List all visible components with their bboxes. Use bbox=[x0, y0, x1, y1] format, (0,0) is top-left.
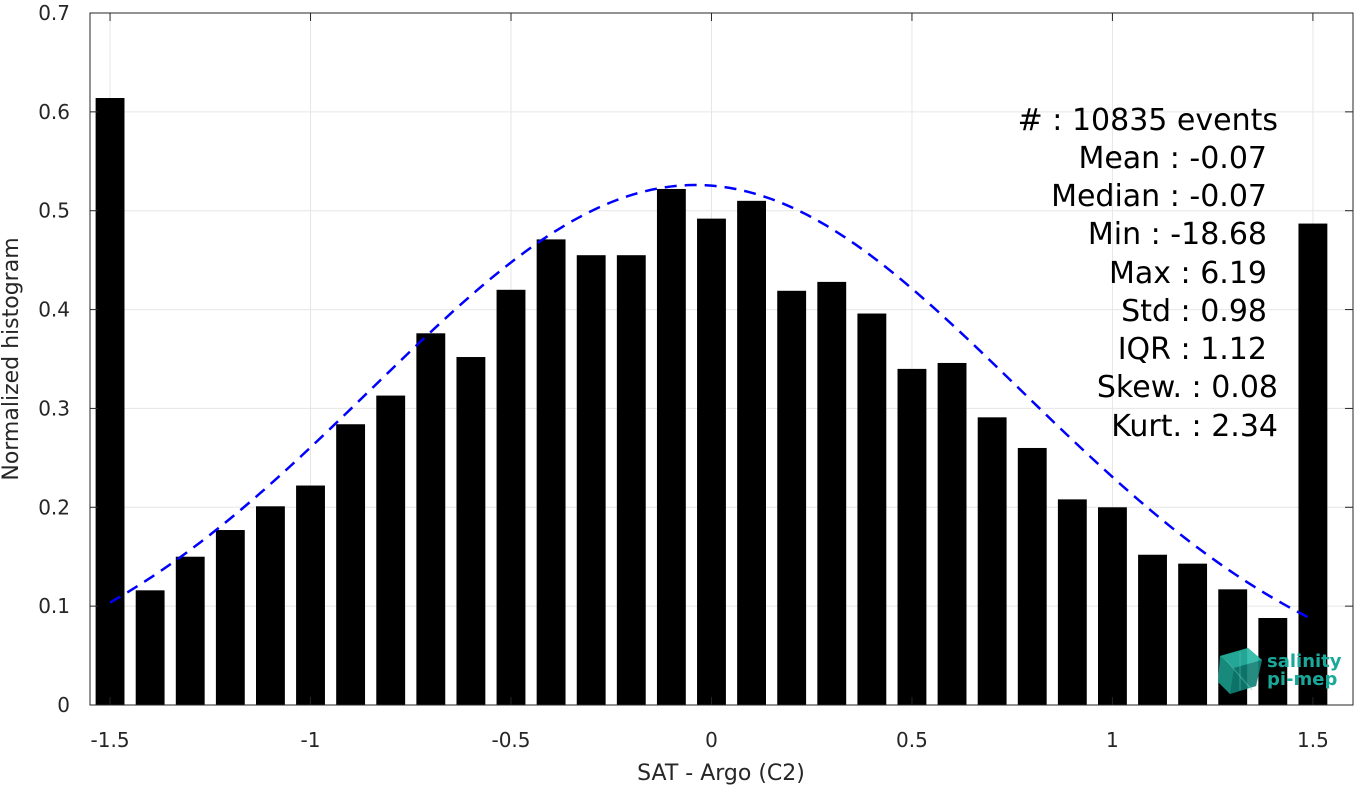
histogram-bar bbox=[1017, 447, 1047, 705]
histogram-bar bbox=[1138, 554, 1167, 705]
stat-min: Min : -18.68 bbox=[1088, 217, 1267, 252]
x-tick-label: 0 bbox=[705, 728, 718, 752]
y-axis-label: Normalized histogram bbox=[0, 237, 24, 480]
histogram-bar bbox=[857, 313, 887, 705]
y-tick-label: 0.6 bbox=[38, 100, 70, 124]
stat-skew: Skew. : 0.08 bbox=[1097, 370, 1278, 405]
y-tick-label: 0.1 bbox=[38, 594, 70, 618]
histogram-bar bbox=[95, 98, 125, 705]
stat-events: # : 10835 events bbox=[1018, 103, 1278, 138]
stat-median: Median : -0.07 bbox=[1051, 179, 1267, 214]
histogram-bar bbox=[255, 506, 285, 705]
histogram-bar bbox=[135, 590, 165, 705]
histogram-bar bbox=[536, 239, 566, 705]
logo-text-line2: pi-mep bbox=[1267, 669, 1337, 690]
histogram-bar bbox=[817, 281, 847, 705]
histogram-bars bbox=[95, 98, 1328, 706]
y-tick-label: 0.7 bbox=[38, 1, 70, 25]
stat-kurt: Kurt. : 2.34 bbox=[1111, 409, 1278, 444]
y-tick-label: 0.5 bbox=[38, 199, 70, 223]
plot-frame bbox=[89, 12, 1354, 706]
stat-std: Std : 0.98 bbox=[1121, 294, 1267, 329]
histogram-bar bbox=[1258, 618, 1288, 705]
histogram-bar bbox=[737, 200, 767, 706]
gaussian-fit-curve bbox=[109, 183, 1314, 621]
y-tick-label: 0.3 bbox=[38, 396, 70, 420]
histogram-bar bbox=[336, 424, 366, 705]
stat-iqr: IQR : 1.12 bbox=[1118, 332, 1267, 367]
x-axis-label: SAT - Argo (C2) bbox=[637, 761, 805, 786]
logo-text-line1: salinity bbox=[1267, 651, 1342, 672]
y-tick-label: 0.4 bbox=[38, 298, 70, 322]
x-tick-labels: -1.5 -1 -0.5 0 0.5 1 1.5 bbox=[91, 728, 1329, 752]
cube-logo-icon bbox=[1218, 648, 1262, 694]
axes-frame bbox=[89, 12, 1354, 706]
histogram-bar bbox=[777, 290, 807, 705]
histogram-bar bbox=[1298, 223, 1328, 705]
histogram-bar bbox=[376, 395, 406, 705]
histogram-bar bbox=[416, 333, 446, 705]
y-tick-labels: 0 0.1 0.2 0.3 0.4 0.5 0.6 0.7 bbox=[38, 1, 70, 717]
y-tick-label: 0 bbox=[57, 693, 70, 717]
x-tick-label: 1 bbox=[1106, 728, 1119, 752]
histogram-bar bbox=[937, 362, 967, 705]
salinity-pimep-logo: salinity pi-mep bbox=[1218, 648, 1342, 694]
x-tick-label: -1 bbox=[301, 728, 321, 752]
x-tick-label: 1.5 bbox=[1297, 728, 1329, 752]
histogram-bar bbox=[616, 255, 646, 705]
histogram-bar bbox=[1178, 563, 1208, 705]
histogram-bar bbox=[496, 289, 526, 705]
histogram-bar bbox=[656, 188, 686, 706]
stat-mean: Mean : -0.07 bbox=[1078, 141, 1267, 176]
histogram-bar bbox=[897, 368, 927, 705]
statistics-box: # : 10835 events Mean : -0.07 Median : -… bbox=[1018, 103, 1278, 444]
histogram-bar bbox=[296, 485, 325, 705]
stat-max: Max : 6.19 bbox=[1109, 256, 1267, 291]
histogram-bar bbox=[215, 530, 245, 705]
histogram-bar bbox=[977, 417, 1007, 705]
histogram-bar bbox=[576, 255, 606, 705]
x-tick-label: -1.5 bbox=[91, 728, 130, 752]
histogram-bar bbox=[1097, 507, 1127, 705]
histogram-bar bbox=[1057, 499, 1087, 705]
histogram-bar bbox=[456, 357, 486, 705]
histogram-bar bbox=[175, 556, 205, 705]
histogram-bar bbox=[697, 218, 726, 705]
x-tick-label: -0.5 bbox=[491, 728, 530, 752]
x-tick-label: 0.5 bbox=[896, 728, 928, 752]
y-tick-label: 0.2 bbox=[38, 495, 70, 519]
